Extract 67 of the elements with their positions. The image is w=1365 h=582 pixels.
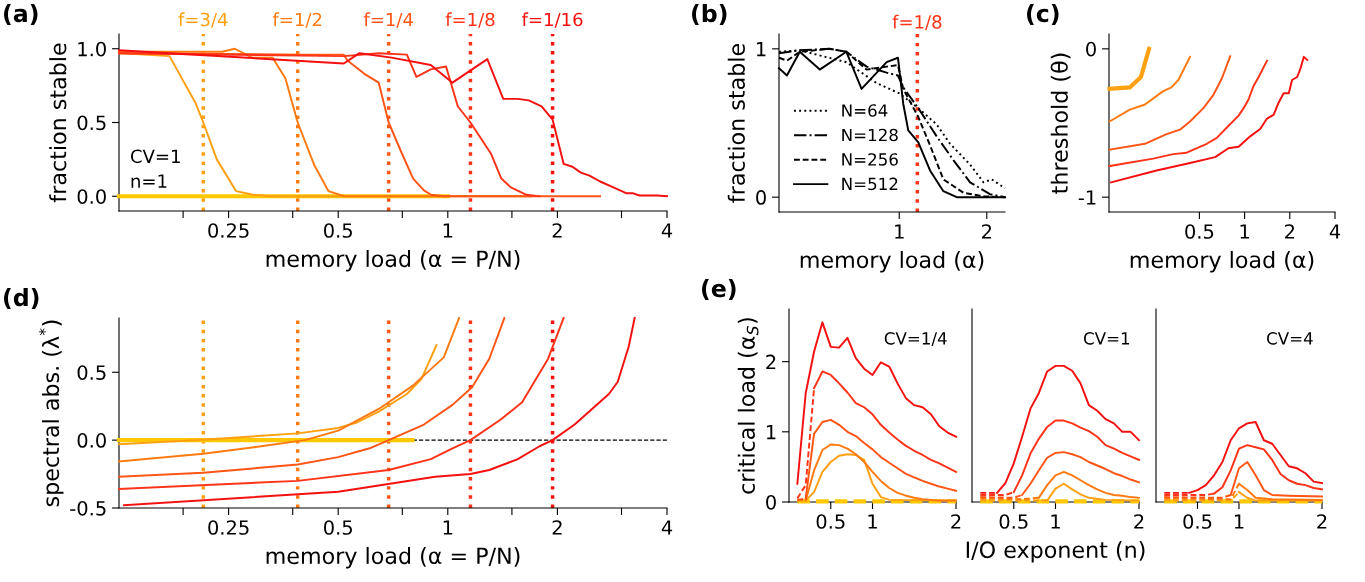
annotation: f=1/8 [445, 12, 495, 28]
y-tick-label: 0.0 [77, 189, 106, 204]
legend-label: N=256 [842, 153, 898, 166]
legend-label: N=64 [842, 104, 888, 117]
x-axis-title: I/O exponent (n) [966, 540, 1145, 563]
annotation: n=1 [131, 174, 167, 188]
y-axis-title: spectral abs. (λ$^{*}$) [38, 320, 64, 507]
x-tick-label: 2 [552, 223, 562, 238]
y-tick-label: 1 [766, 425, 776, 440]
y-tick-label: 0.5 [77, 115, 106, 131]
annotation: f=3/4 [178, 12, 228, 28]
x-tick-label: 2 [1285, 224, 1295, 239]
x-axis-title: memory load (α = P/N) [266, 546, 520, 569]
x-axis-title: memory load (α) [800, 250, 984, 273]
y-tick-label: -0.5 [70, 500, 106, 516]
legend-label: N=128 [842, 128, 898, 142]
chart-title: (d) [4, 288, 39, 310]
annotation: CV=1 [1083, 332, 1130, 345]
x-tick-label: 0.5 [1183, 514, 1212, 529]
y-tick-label: 0 [756, 190, 766, 205]
chart-title: (b) [692, 4, 727, 26]
x-tick-label: 1 [1051, 514, 1060, 529]
x-tick-label: 1 [443, 223, 453, 238]
x-tick-label: 0.25 [208, 223, 249, 238]
y-axis-title: fraction stable [727, 44, 745, 203]
y-axis-title: critical load (α$_{S}$) [737, 318, 759, 494]
y-axis-title: threshold (θ) [1050, 53, 1071, 194]
y-tick-label: 0 [766, 494, 776, 510]
x-tick-label: 0.5 [816, 514, 845, 529]
x-tick-label: 4 [661, 223, 673, 238]
x-tick-label: 0.25 [208, 520, 249, 535]
annotation: CV=1/4 [884, 332, 947, 347]
y-tick-label: 1.0 [78, 41, 106, 57]
x-tick-label: 2 [1134, 514, 1144, 529]
x-tick-label: 1 [1234, 514, 1244, 529]
ref-line-label: f=1/8 [892, 14, 942, 31]
x-tick-label: 0.5 [324, 223, 352, 238]
y-tick-label: 0.0 [77, 433, 106, 448]
annotation: f=1/4 [363, 12, 413, 28]
annotation: f=1/16 [521, 12, 583, 28]
x-tick-label: 2 [951, 514, 961, 529]
y-axis-title: fraction stable [49, 43, 67, 203]
y-tick-label: 0 [1086, 41, 1096, 57]
x-tick-label: 1 [1240, 224, 1249, 239]
x-axis-title: memory load (α) [1130, 250, 1314, 273]
x-tick-label: 1 [868, 514, 877, 529]
x-tick-label: 1 [895, 224, 904, 239]
chart-title: (a) [4, 4, 38, 26]
x-tick-label: 0.5 [999, 514, 1028, 529]
chart-title: (e) [702, 279, 736, 301]
annotation: f=1/2 [272, 12, 322, 28]
chart-title: (c) [1027, 4, 1059, 26]
legend-label: N=512 [842, 177, 898, 191]
x-tick-label: 0.5 [1185, 224, 1214, 239]
annotation: CV=1 [130, 149, 180, 164]
x-axis-title: memory load (α = P/N) [266, 249, 520, 272]
x-tick-label: 4 [1329, 224, 1341, 239]
x-tick-label: 1 [443, 520, 453, 535]
y-tick-label: 0.5 [77, 365, 106, 380]
x-tick-label: 0.5 [324, 520, 352, 535]
annotation: CV=4 [1267, 332, 1313, 345]
x-tick-label: 2 [982, 224, 992, 239]
x-tick-label: 2 [552, 520, 562, 535]
x-tick-label: 2 [1317, 514, 1327, 529]
y-tick-label: -1 [1078, 190, 1096, 205]
y-tick-label: 2 [766, 354, 776, 370]
x-tick-label: 4 [661, 520, 673, 535]
